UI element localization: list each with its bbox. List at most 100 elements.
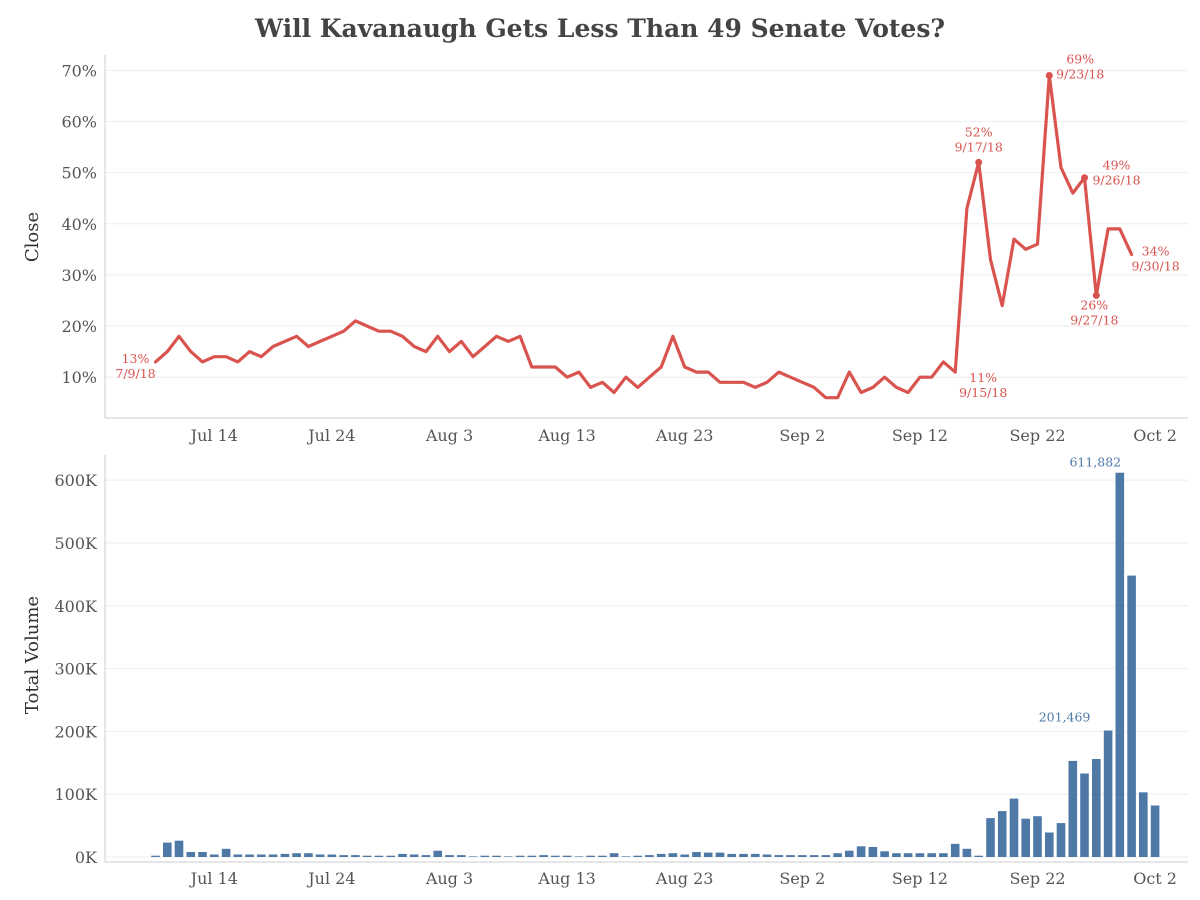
volume-bar [727,853,736,857]
volume-bar [621,856,631,857]
volume-bar [1115,472,1125,857]
volume-bar [562,855,572,857]
x-tick-label: Aug 23 [655,426,714,445]
volume-bar [551,855,560,857]
bar-annotation: 611,882 [1069,455,1121,470]
volume-bar [751,853,760,857]
x-tick-label: Jul 14 [189,426,238,445]
x-tick-label: Aug 3 [425,426,473,445]
volume-bar [480,855,490,857]
y-tick-label: 500K [55,534,99,553]
x-tick-label: Sep 22 [1009,869,1065,888]
annotation-value: 52% [965,124,993,139]
volume-bar [680,854,689,857]
y-tick-label: 200K [55,722,99,741]
volume-bar [504,856,513,857]
y-tick-label: 20% [61,317,97,336]
y-tick-label: 40% [61,215,97,234]
annotation-date: 9/15/18 [959,385,1007,400]
y-axis-title: Total Volume [22,596,43,714]
volume-bar [421,855,431,857]
y-tick-label: 400K [55,597,99,616]
volume-bar [1033,816,1042,857]
y-tick-label: 10% [61,368,97,387]
volume-bar [339,855,348,857]
volume-bar [445,855,454,857]
volume-bar [997,811,1007,857]
annotation-date: 9/26/18 [1092,173,1140,188]
volume-bar [492,855,501,857]
x-tick-label: Jul 24 [306,426,355,445]
volume-bar [1009,798,1019,857]
volume-bar [351,855,360,857]
annotation-value: 69% [1066,51,1094,66]
volume-bar [974,855,983,857]
annotation-value: 34% [1142,243,1170,258]
volume-bar [527,855,537,857]
annotation-date: 9/27/18 [1070,312,1118,327]
volume-bar [257,854,266,857]
volume-bar [327,854,337,857]
annotation-value: 11% [969,370,997,385]
x-tick-label: Jul 14 [189,869,238,888]
volume-bar [198,852,207,857]
x-tick-label: Aug 23 [655,869,714,888]
volume-bar [1056,823,1066,857]
volume-bar [1068,760,1078,857]
volume-bar [786,855,795,857]
volume-bar [163,842,172,857]
annotation-point [1045,71,1053,79]
x-tick-label: Jul 24 [306,869,355,888]
volume-bar [362,855,372,857]
volume-bar [962,848,972,857]
volume-bar [739,853,748,857]
x-tick-label: Sep 12 [892,426,948,445]
volume-bar [1139,792,1148,857]
volume-bar [692,852,701,857]
annotation-point [1081,174,1089,182]
volume-bar [1080,773,1089,857]
volume-bar [468,856,478,857]
volume-bar [233,854,243,857]
volume-bar [939,853,948,857]
x-tick-label: Oct 2 [1133,869,1177,888]
volume-bar [1103,730,1113,857]
annotation-value: 49% [1103,158,1131,173]
y-tick-label: 60% [61,112,97,131]
volume-bar [1045,832,1054,857]
y-tick-label: 0K [75,848,98,867]
volume-bar [374,855,384,857]
volume-bar [856,846,866,857]
volume-bar [221,848,231,857]
volume-bar-chart: 0K 100K 200K 300K 400K 500K 600K Jul 14 Jul 24 Au… [22,455,1188,888]
volume-bar [386,855,395,857]
volume-bar [892,853,901,857]
volume-bar [798,855,807,857]
y-tick-label: 30% [61,266,97,285]
volume-bar [774,855,784,857]
bar-annotation: 201,469 [1039,709,1091,724]
x-tick-label: Oct 2 [1133,426,1177,445]
volume-bar [304,853,313,857]
volume-bar [245,854,254,857]
annotation-date: 7/9/18 [115,366,155,381]
annotation-date: 9/30/18 [1131,258,1179,273]
volume-bar [915,853,925,857]
volume-bar [598,855,607,857]
y-tick-label: 300K [55,660,99,679]
annotation-value: 13% [122,351,150,366]
volume-bar [586,855,595,857]
volume-bar [315,854,325,857]
volume-bar [703,852,713,857]
volume-bar [574,856,584,857]
volume-bar [821,855,831,857]
volume-bar [457,855,466,857]
volume-bar [833,853,842,857]
volume-bar [715,852,725,857]
close-line-chart: 10% 20% 30% 40% 50% 60% 70% Jul 14 Jul 24 Aug 3 Au… [22,51,1188,445]
volume-bar [950,843,960,857]
x-tick-label: Sep 22 [1009,426,1065,445]
volume-bar [845,850,854,857]
y-tick-label: 100K [55,785,99,804]
